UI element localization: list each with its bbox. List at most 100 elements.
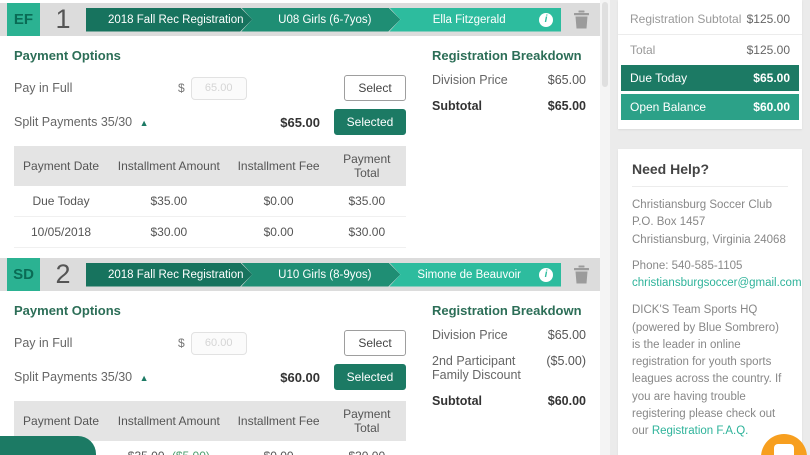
- section-1-header: EF 1 2018 Fall Rec Registration U08 Girl…: [0, 3, 600, 36]
- col-payment-date: Payment Date: [14, 146, 109, 186]
- discount-amount: ($5.00): [172, 449, 210, 455]
- due-today-label: Due Today: [630, 71, 688, 85]
- info-icon[interactable]: i: [539, 12, 553, 27]
- split-payments-label: Split Payments 35/30: [14, 370, 133, 384]
- scrollbar-track[interactable]: [600, 0, 610, 455]
- installment-table: Payment Date Installment Amount Installm…: [14, 146, 406, 248]
- col-installment-fee: Installment Fee: [229, 401, 328, 441]
- registration-faq-link[interactable]: Registration F.A.Q.: [651, 425, 749, 437]
- org-email-link[interactable]: christiansburgsoccer@gmail.com: [632, 277, 802, 289]
- installment-amount: $30.00: [108, 216, 230, 248]
- due-today-value: $65.00: [753, 71, 790, 85]
- installment-table-header-row: Payment Date Installment Amount Installm…: [14, 146, 406, 186]
- need-help-card: Need Help? Christiansburg Soccer Club P.…: [618, 149, 802, 455]
- breakdown-row: Division Price $65.00: [432, 328, 586, 342]
- payment-options-heading: Payment Options: [14, 48, 121, 63]
- checkout-main-panel: EF 1 2018 Fall Rec Registration U08 Girl…: [0, 0, 600, 455]
- breadcrumb-program: 2018 Fall Rec Registration: [86, 263, 252, 287]
- subtotal-label: Subtotal: [432, 394, 482, 408]
- pay-in-full-row: Pay in Full $ Select: [14, 328, 406, 358]
- split-payments-row: Split Payments 35/30 ▲ $60.00 Selected: [14, 362, 406, 392]
- chat-icon: [774, 444, 794, 455]
- breakdown-value: $65.00: [547, 73, 586, 87]
- pay-in-full-amount-input[interactable]: [190, 331, 247, 355]
- delete-registration-button[interactable]: [573, 10, 590, 29]
- split-payments-toggle[interactable]: Split Payments 35/30 ▲: [14, 370, 149, 384]
- col-payment-total: Payment Total: [327, 146, 406, 186]
- section-2-header: SD 2 2018 Fall Rec Registration U10 Girl…: [0, 258, 600, 291]
- pay-in-full-amount-input[interactable]: [190, 76, 247, 100]
- org-address-line2: Christiansburg, Virginia 24068: [632, 233, 786, 246]
- payment-total: $30.00: [327, 441, 406, 455]
- payment-date: 10/05/2018: [14, 216, 109, 248]
- registration-breakdown-heading: Registration Breakdown: [432, 303, 582, 318]
- installment-amount: $35.00: [108, 186, 230, 217]
- order-summary-card: Registration Subtotal $125.00 Total $125…: [618, 0, 802, 129]
- split-selected-button[interactable]: Selected: [334, 109, 406, 135]
- registration-subtotal-row: Registration Subtotal $125.00: [618, 4, 802, 35]
- payment-options-heading: Payment Options: [14, 303, 121, 318]
- org-phone: Phone: 540-585-1105: [632, 259, 743, 272]
- breakdown-label: 2nd Participant Family Discount: [432, 354, 521, 382]
- collapse-caret-icon: ▲: [139, 118, 149, 128]
- breakdown-value: ($5.00): [546, 354, 586, 368]
- payment-total: $30.00: [327, 216, 406, 248]
- section-number: 2: [55, 259, 71, 289]
- info-icon[interactable]: i: [539, 267, 553, 282]
- total-row: Total $125.00: [618, 35, 802, 65]
- installment-table-header-row: Payment Date Installment Amount Installm…: [14, 401, 406, 441]
- currency-symbol: $: [178, 336, 185, 350]
- col-payment-date: Payment Date: [14, 401, 109, 441]
- installment-fee: $0.00: [229, 441, 328, 455]
- installment-amount: $35.00 -($5.00): [108, 441, 230, 455]
- participant-name: Simone de Beauvoir: [417, 268, 521, 281]
- payment-total: $35.00: [327, 186, 406, 217]
- need-help-heading: Need Help?: [632, 161, 788, 187]
- org-name: Christiansburg Soccer Club: [632, 199, 772, 211]
- select-pay-in-full-button[interactable]: Select: [344, 330, 406, 356]
- installment-fee: $0.00: [229, 216, 328, 248]
- table-row: 10/05/2018 $30.00 $0.00 $30.00: [14, 216, 406, 248]
- pay-in-full-row: Pay in Full $ Select: [14, 73, 406, 103]
- breakdown-subtotal-row: Subtotal $65.00: [432, 99, 586, 113]
- breakdown-subtotal-row: Subtotal $60.00: [432, 394, 586, 408]
- breadcrumb-program: 2018 Fall Rec Registration: [86, 8, 252, 32]
- open-balance-label: Open Balance: [630, 100, 707, 114]
- delete-registration-button[interactable]: [573, 265, 590, 284]
- select-pay-in-full-button[interactable]: Select: [344, 75, 406, 101]
- participant-initials-badge: SD: [7, 258, 40, 291]
- pay-in-full-label: Pay in Full: [14, 81, 73, 95]
- breadcrumb-participant: Ella Fitzgerald i: [389, 7, 561, 32]
- table-row: Due Today $35.00 $0.00 $35.00: [14, 186, 406, 217]
- split-payments-toggle[interactable]: Split Payments 35/30 ▲: [14, 115, 149, 129]
- currency-symbol: $: [178, 81, 185, 95]
- continue-button-partial[interactable]: [0, 436, 96, 455]
- help-blurb-text: DICK'S Team Sports HQ (powered by Blue S…: [632, 304, 782, 437]
- registration-subtotal-value: $125.00: [746, 12, 790, 26]
- collapse-caret-icon: ▲: [139, 373, 149, 383]
- scrollbar-thumb[interactable]: [602, 2, 608, 87]
- breadcrumb-division: U08 Girls (6-7yos): [241, 8, 400, 32]
- section-number: 1: [55, 4, 71, 34]
- split-payments-row: Split Payments 35/30 ▲ $65.00 Selected: [14, 107, 406, 137]
- split-selected-button[interactable]: Selected: [334, 364, 406, 390]
- participant-initials-badge: EF: [7, 3, 40, 36]
- chat-widget-button[interactable]: [761, 434, 807, 455]
- split-payments-label: Split Payments 35/30: [14, 115, 133, 129]
- total-value: $125.00: [746, 43, 790, 57]
- breadcrumb-participant: Simone de Beauvoir i: [389, 262, 561, 287]
- split-amount: $60.00: [280, 369, 320, 385]
- payment-date: Due Today: [14, 186, 109, 217]
- subtotal-value: $65.00: [547, 99, 586, 113]
- col-installment-amount: Installment Amount: [108, 146, 230, 186]
- subtotal-label: Subtotal: [432, 99, 482, 113]
- trash-icon: [574, 265, 589, 284]
- col-payment-total: Payment Total: [327, 401, 406, 441]
- breakdown-label: Division Price: [432, 328, 508, 342]
- col-installment-fee: Installment Fee: [229, 146, 328, 186]
- registration-breakdown-heading: Registration Breakdown: [432, 48, 582, 63]
- participant-name: Ella Fitzgerald: [432, 13, 506, 26]
- breakdown-row: Division Price $65.00: [432, 73, 586, 87]
- pay-in-full-label: Pay in Full: [14, 336, 73, 350]
- breakdown-value: $65.00: [547, 328, 586, 342]
